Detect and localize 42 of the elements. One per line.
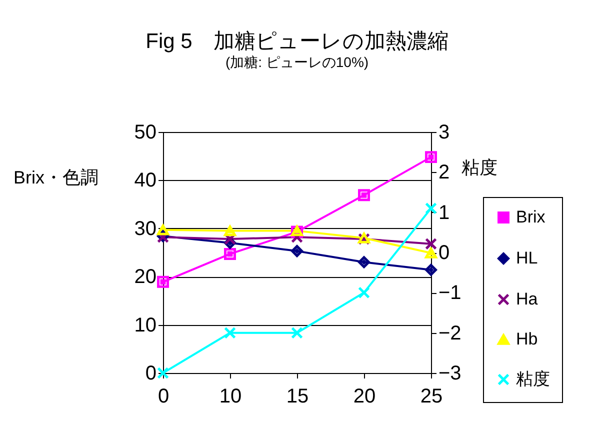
- point: [358, 189, 370, 202]
- point: [291, 245, 303, 258]
- point: [425, 238, 437, 250]
- y-tick-label: 20: [134, 266, 156, 288]
- y-tick-label: 40: [134, 170, 156, 192]
- point: [157, 224, 169, 236]
- y2-tick-label: 0: [438, 242, 450, 264]
- x-tick-label: 25: [420, 386, 443, 408]
- legend-label: Hb: [516, 330, 538, 348]
- point: [224, 248, 236, 260]
- point: [358, 256, 370, 268]
- point: [425, 248, 437, 258]
- y2-tick-label: 1: [438, 202, 450, 224]
- legend-label: Ha: [516, 290, 538, 308]
- point: [425, 151, 437, 164]
- y2-tick-label: −3: [438, 362, 462, 384]
- y2-tick-label: −1: [438, 282, 462, 304]
- y-tick-label: 50: [134, 122, 156, 144]
- x-tick-label: 10: [219, 386, 242, 408]
- x-tick-label: 20: [353, 386, 376, 408]
- y-tick-label: 10: [134, 314, 156, 336]
- chart-subtitle: (加糖: ピューレの10%): [225, 54, 369, 70]
- y2-tick-label: 2: [438, 162, 450, 184]
- point: [291, 326, 303, 339]
- y2-tick-label: −2: [438, 322, 462, 344]
- point: [157, 367, 169, 379]
- point: [425, 264, 437, 276]
- point: [425, 202, 437, 214]
- point: [224, 225, 236, 236]
- point: [157, 276, 169, 288]
- y2-tick-label: 3: [438, 122, 450, 144]
- legend-label: HL: [516, 248, 538, 268]
- x-tick-label: 15: [286, 386, 309, 408]
- legend-label: Brix: [516, 208, 546, 226]
- legend-label: 粘度: [516, 370, 550, 388]
- point: [358, 286, 370, 299]
- y-tick-label: 30: [134, 218, 156, 240]
- chart-title: Fig 5 加糖ピューレの加熱濃縮: [146, 30, 448, 53]
- y2-axis-title: 粘度: [462, 158, 498, 178]
- y-axis-title: Brix・色調: [14, 168, 98, 188]
- y-tick-label: 0: [145, 362, 156, 384]
- point: [224, 326, 236, 339]
